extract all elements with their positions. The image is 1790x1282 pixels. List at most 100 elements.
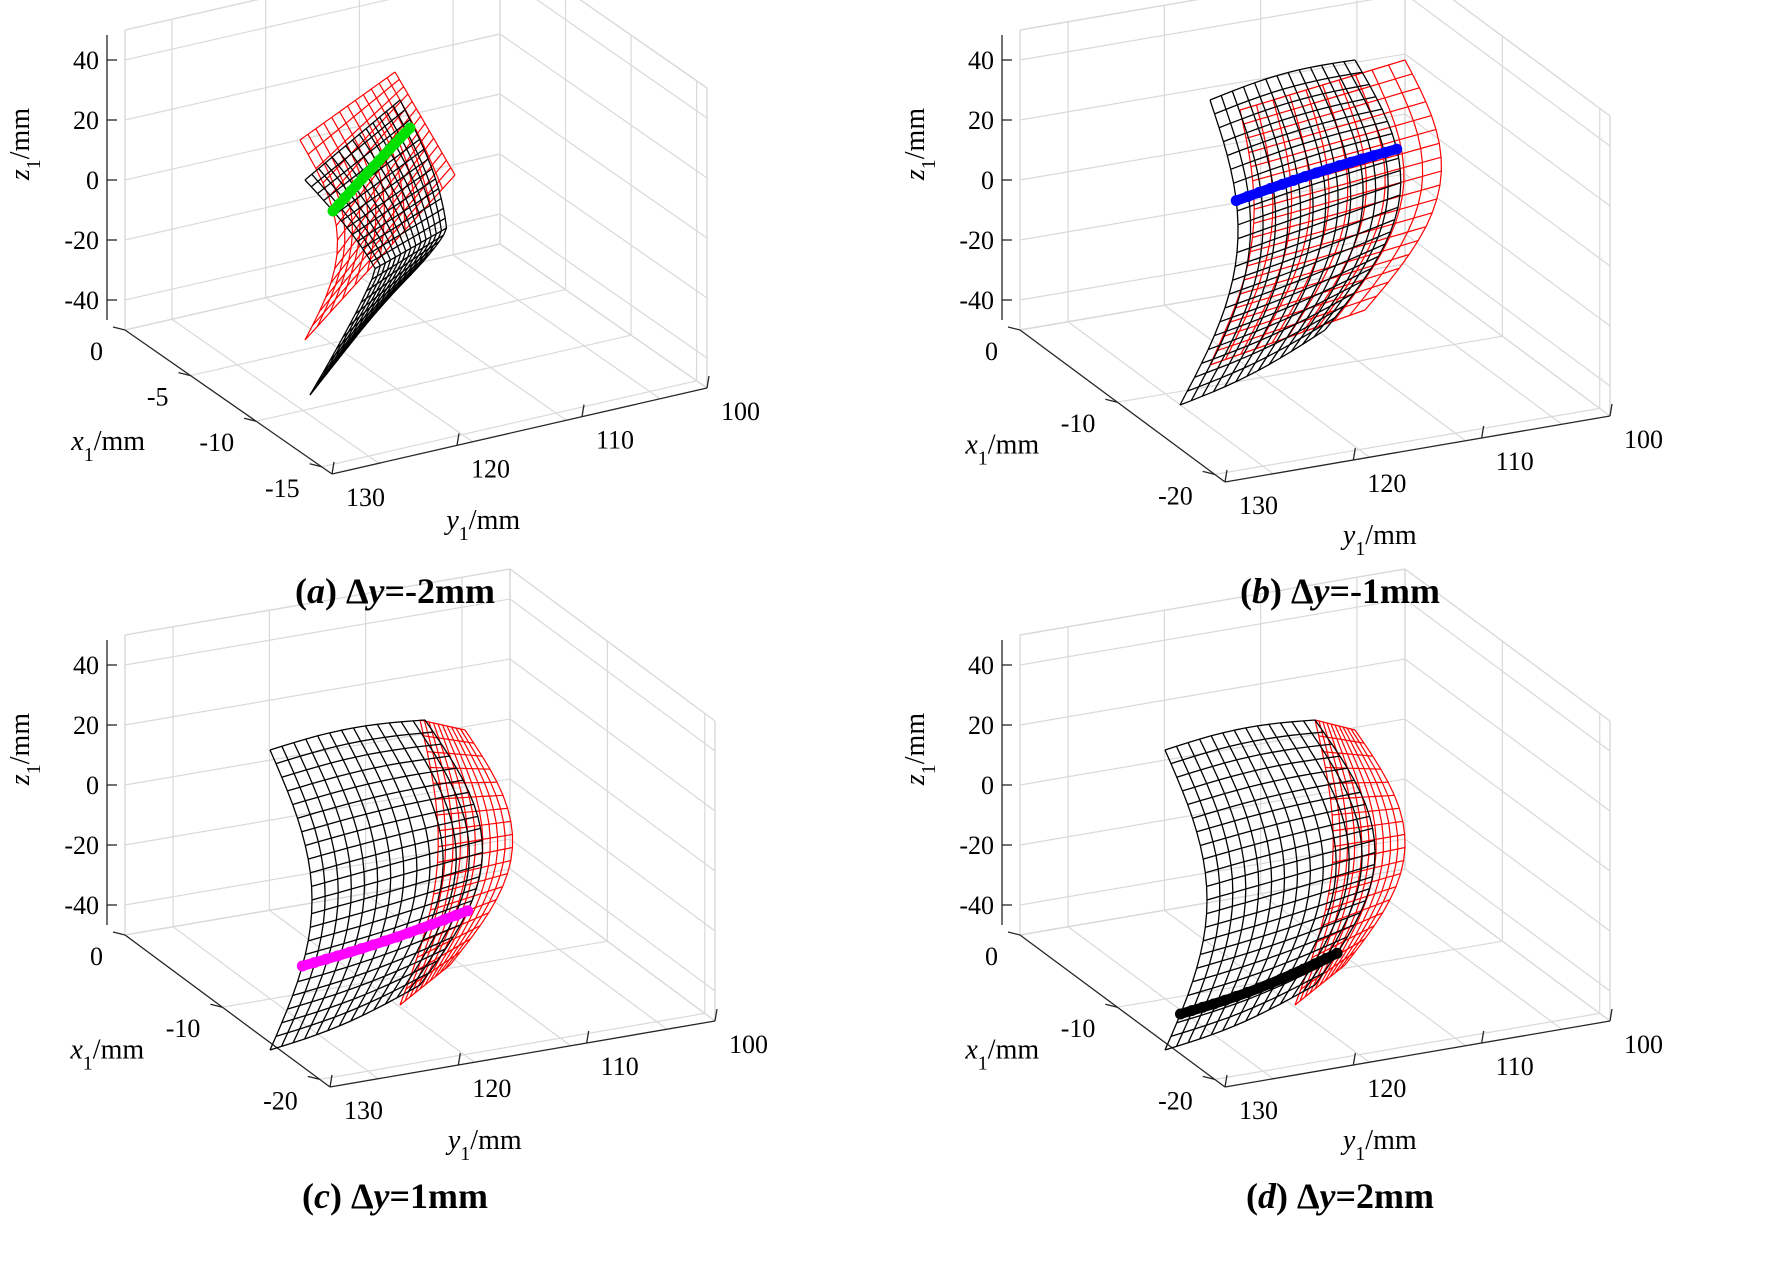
mating-surface-v <box>315 86 405 170</box>
grid-line <box>1067 321 1274 475</box>
caption-var: y <box>1313 571 1330 611</box>
z-tick-label: -20 <box>959 226 994 255</box>
contact-point <box>1391 143 1403 155</box>
box-edge <box>1019 868 1406 936</box>
grid-line <box>171 318 380 464</box>
caption-letter: b <box>1251 571 1270 611</box>
mating-surface-v <box>1322 751 1373 757</box>
contact-point <box>1368 150 1380 162</box>
y-tick-label: 130 <box>1239 1096 1278 1125</box>
y-tick-label: 120 <box>472 1074 511 1103</box>
x-tick-label: -20 <box>1158 1086 1193 1115</box>
contact-point <box>1286 968 1298 980</box>
caption-letter: c <box>313 1176 330 1216</box>
contact-point <box>403 927 415 939</box>
grid-line <box>509 778 716 932</box>
tooth-surface-v <box>304 99 401 181</box>
grid-line <box>124 153 501 241</box>
mating-surface-v <box>1325 886 1397 911</box>
contact-point <box>1333 160 1345 172</box>
tooth-surface-v <box>311 863 482 915</box>
x-axis-line <box>124 329 333 475</box>
y-tick-label: 120 <box>471 454 510 483</box>
x-tick <box>1202 470 1215 476</box>
z-axis-label: z1/mm <box>5 108 45 181</box>
grid-line <box>1404 658 1611 812</box>
tooth-surface-v <box>311 851 483 901</box>
mating-surface-v <box>328 101 413 198</box>
contact-point <box>1242 191 1254 203</box>
grid-line <box>265 297 473 443</box>
contact-point <box>1331 947 1343 959</box>
tooth-surface-v <box>1179 329 1326 406</box>
box-edge <box>509 868 716 1022</box>
mating-surface-v <box>1321 899 1391 927</box>
mating-surface-v <box>1245 87 1420 139</box>
caption-delta: Δ <box>350 1176 374 1216</box>
x-tick <box>307 1075 320 1081</box>
x-tick <box>243 417 257 422</box>
x-tick-label: -5 <box>147 383 169 412</box>
tooth-surface-v <box>342 267 419 338</box>
box-edge <box>499 243 708 389</box>
tooth-surface <box>1164 719 1376 1051</box>
mating-surface-v <box>438 833 513 848</box>
box-edge <box>1019 0 1200 31</box>
grid-line <box>1067 926 1274 1080</box>
mating-surface-v <box>435 860 511 879</box>
z-tick-label: 0 <box>981 771 994 800</box>
tooth-surface-v <box>305 900 473 956</box>
x-axis-line <box>124 934 331 1088</box>
tooth-surface-v <box>297 779 464 819</box>
grid-line <box>499 33 708 179</box>
grid-line <box>190 289 566 377</box>
y-tick-label: 110 <box>1496 1052 1534 1081</box>
contact-point <box>391 931 403 943</box>
x-axis-line <box>1019 934 1226 1088</box>
grid-line <box>359 275 567 421</box>
mating-surface-v <box>1239 240 1419 295</box>
grid-line <box>1404 113 1611 267</box>
tooth-surface-v <box>371 234 444 280</box>
x-tick <box>1007 931 1021 936</box>
contact-point <box>1345 156 1357 168</box>
x-axis-label-sub: 1 <box>978 447 988 469</box>
x-axis-label-unit: /mm <box>988 1034 1040 1065</box>
tooth-surface-v <box>1228 231 1391 295</box>
tooth-surface-v <box>1218 83 1370 129</box>
grid-line <box>1019 233 1406 301</box>
z-tick-label: 20 <box>968 711 994 740</box>
tooth-surface-v <box>1237 157 1399 212</box>
tooth-surface-v <box>275 731 434 765</box>
x-tick-label: 0 <box>90 337 103 366</box>
box-edge <box>124 243 501 331</box>
z-axis-label-var: z <box>900 169 931 181</box>
mating-surface-v <box>427 751 483 757</box>
mating-surface-v <box>322 93 409 184</box>
z-axis-label-sub: 1 <box>23 764 45 774</box>
tooth-surface-v <box>361 197 442 249</box>
x-tick <box>210 1003 223 1008</box>
z-axis-label-unit: /mm <box>900 713 931 765</box>
z-tick-label: -20 <box>64 226 99 255</box>
tooth-surface-v <box>366 241 440 292</box>
tooth-surface-v <box>287 755 450 792</box>
contact-point <box>1253 982 1265 994</box>
x-axis-label-sub: 1 <box>83 1052 93 1074</box>
grid-line <box>1404 53 1611 207</box>
y-axis-line <box>329 1020 716 1088</box>
grid-line <box>1404 598 1611 752</box>
grid-line <box>452 254 661 400</box>
box-edge <box>1404 263 1611 417</box>
tooth-surface-u <box>269 749 313 1051</box>
contact-point <box>426 918 438 930</box>
contact-point <box>1253 186 1265 198</box>
box-edge <box>579 0 708 89</box>
y-axis-label: y1/mm <box>443 505 520 545</box>
contact-point <box>462 905 474 917</box>
y-tick <box>706 375 710 389</box>
tooth-surface-v <box>308 815 478 860</box>
y-tick <box>1352 1052 1356 1066</box>
